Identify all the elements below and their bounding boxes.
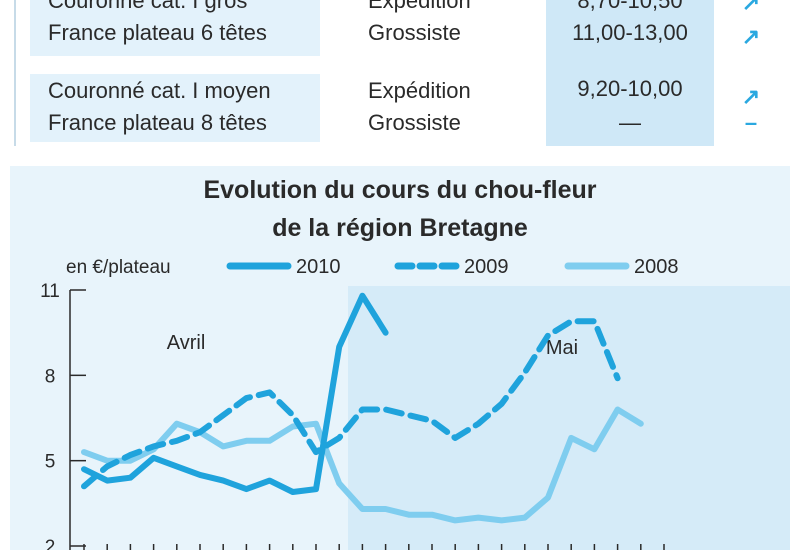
row2-price-line1: 9,20-10,00 [577,76,683,101]
trend-up-icon: ↗ [741,24,761,49]
trend-flat-icon: – [744,110,758,135]
chart-panel: Evolution du cours du chou-fleur de la r… [10,166,790,555]
y-tick-label: 11 [40,281,60,302]
row1-stage-line2: Grossiste [368,20,461,45]
series-line-2008 [81,406,644,524]
y-tick-label: 2 [45,537,56,550]
legend-label-2008: 2008 [634,256,679,278]
row-1-background [30,0,320,56]
table-left-rule [14,0,16,146]
price-chart: Evolution du cours du chou-fleur de la r… [40,176,790,555]
row1-price-line2: 11,00-13,00 [572,20,688,45]
chart-series [81,292,644,524]
row2-product-line1: Couronné cat. I moyen [48,78,271,103]
series-line-2010 [81,292,389,495]
row2-price-line2: — [619,110,641,135]
legend-label-2009: 2009 [464,256,509,278]
row-2-background [30,74,320,142]
chart-axes: 2 5 8 11 [40,281,665,555]
period-label-avril: Avril [167,332,206,354]
period-label-mai: Mai [546,337,578,359]
price-column-background [546,0,714,146]
row2-stage-line1: Expédition [368,78,471,103]
y-tick-label: 8 [45,366,56,387]
row2-stage-line2: Grossiste [368,110,461,135]
trend-up-icon: ↗ [741,0,761,15]
row1-product-line2: France plateau 6 têtes [48,20,267,45]
y-axis-unit-label: en €/plateau [66,257,171,278]
row1-price-line1: 8,70-10,50 [577,0,683,13]
trend-up-icon: ↗ [741,84,761,109]
chart-legend: 2010 2009 2008 [226,256,679,278]
row1-stage-line1: Expédition [368,0,471,13]
series-line-2009 [81,318,621,490]
legend-label-2010: 2010 [296,256,341,278]
chart-title-line1: Evolution du cours du chou-fleur [203,176,596,204]
chart-title-line2: de la région Bretagne [272,214,528,242]
row2-product-line2: France plateau 8 têtes [48,110,267,135]
y-tick-label: 5 [45,452,56,473]
row1-product-line1: Couronné cat. I gros [48,0,248,13]
